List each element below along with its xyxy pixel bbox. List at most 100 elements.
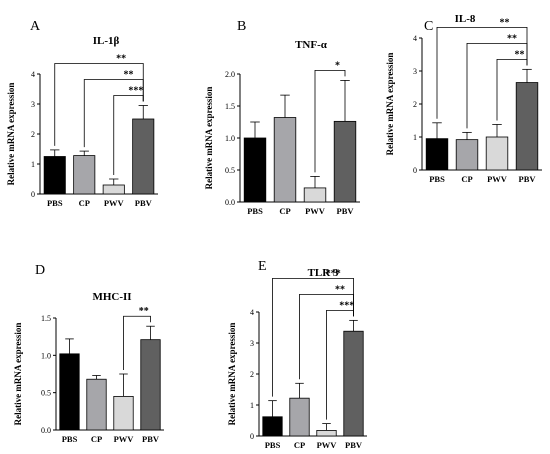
x-tick-label: CP: [461, 174, 472, 184]
significance-label: **: [515, 49, 525, 60]
panel-letter: D: [35, 263, 45, 278]
x-tick-label: PWV: [104, 198, 125, 208]
significance-label: **: [507, 33, 517, 44]
significance-label: ***: [326, 268, 341, 279]
x-tick-label: PBV: [135, 198, 153, 208]
bar-pwv: [303, 187, 327, 203]
y-tick-label: 0.0: [41, 426, 51, 435]
chart-title: TNF-α: [295, 39, 328, 51]
y-tick-label: 2.0: [225, 70, 235, 79]
y-tick-label: 1.0: [225, 134, 235, 143]
bar-pwv: [113, 395, 134, 431]
y-tick-label: 4: [250, 308, 254, 317]
chart-title: TLR 3: [308, 267, 339, 279]
x-tick-label: PBS: [429, 174, 445, 184]
y-axis-label: Relative mRNA expression: [227, 323, 237, 426]
panel-e: E TLR 3 Relative mRNA expression 0 1 2 3 4 PBS CP…: [227, 259, 367, 450]
x-tick-label: PWV: [114, 434, 135, 444]
x-tick-label: PBS: [47, 198, 63, 208]
bar-pbs: [43, 156, 66, 195]
y-tick-label: 1.0: [41, 351, 51, 360]
y-tick-label: 3: [250, 339, 254, 348]
panel-d: D MHC-II Relative mRNA expression 0.0 0.5 1.0…: [13, 263, 164, 444]
bar-pbs: [425, 138, 449, 171]
bar-pwv: [102, 184, 125, 195]
y-tick-label: 4: [31, 70, 35, 79]
x-tick-label: CP: [279, 206, 290, 216]
significance-bracket: [436, 26, 528, 119]
y-tick-label: 2: [31, 130, 35, 139]
panel-letter: A: [30, 19, 41, 34]
y-tick-label: 3: [413, 67, 417, 76]
x-tick-label: PBS: [265, 440, 281, 450]
x-tick-label: CP: [294, 440, 305, 450]
x-tick-label: PWV: [317, 440, 338, 450]
panel-c: C IL-8 Relative mRNA expression 0 1 2 3 4 PBS CP P…: [385, 13, 542, 184]
x-tick-label: PBS: [247, 206, 263, 216]
bar-pbs: [243, 137, 267, 203]
chart-title: IL-8: [455, 13, 476, 25]
x-tick-label: PBV: [519, 174, 537, 184]
bar-pbs: [59, 353, 80, 431]
y-tick-label: 0.5: [41, 389, 51, 398]
y-tick-label: 2: [250, 370, 254, 379]
bar-cp: [455, 139, 479, 171]
bar-pbv: [140, 339, 161, 431]
significance-bracket: [272, 277, 354, 397]
bar-pbv: [515, 82, 539, 171]
bar-cp: [73, 155, 96, 195]
significance-label: **: [116, 54, 126, 65]
significance-label: **: [124, 70, 134, 81]
y-axis-label: Relative mRNA expression: [204, 87, 214, 190]
panel-letter: B: [237, 19, 246, 34]
bar-pbv: [343, 330, 364, 437]
y-tick-label: 1: [250, 401, 254, 410]
significance-bracket: [314, 70, 346, 173]
bar-pbs: [262, 416, 283, 437]
y-tick-label: 0.0: [225, 198, 235, 207]
x-tick-label: PBV: [345, 440, 363, 450]
y-tick-label: 2: [413, 100, 417, 109]
y-tick-label: 0: [250, 432, 254, 441]
significance-bracket: [123, 315, 151, 370]
bar-pbv: [132, 118, 155, 195]
bar-pwv: [485, 136, 509, 171]
significance-label: **: [139, 306, 149, 317]
significance-label: **: [500, 17, 510, 28]
y-tick-label: 1.5: [41, 314, 51, 323]
x-tick-label: CP: [91, 434, 102, 444]
chart-title: MHC-II: [92, 291, 131, 303]
y-tick-label: 1: [413, 133, 417, 142]
y-tick-label: 0: [413, 166, 417, 175]
y-tick-label: 0: [31, 190, 35, 199]
chart-title: IL-1β: [93, 35, 120, 47]
significance-label: ***: [128, 86, 143, 97]
x-tick-label: CP: [79, 198, 90, 208]
x-tick-label: PWV: [487, 174, 508, 184]
bar-pwv: [316, 430, 337, 437]
y-tick-label: 3: [31, 100, 35, 109]
bar-cp: [86, 378, 107, 431]
y-tick-label: 0.5: [225, 166, 235, 175]
y-axis-label: Relative mRNA expression: [385, 53, 395, 156]
x-tick-label: PBV: [337, 206, 355, 216]
panel-letter: E: [258, 259, 267, 274]
y-axis-label: Relative mRNA expression: [6, 83, 16, 186]
bar-cp: [289, 397, 310, 437]
significance-label: ***: [339, 300, 354, 311]
x-tick-label: PBS: [62, 434, 78, 444]
x-tick-label: PWV: [305, 206, 326, 216]
y-axis-label: Relative mRNA expression: [13, 323, 23, 426]
panel-letter: C: [424, 19, 433, 34]
y-tick-label: 1.5: [225, 102, 235, 111]
panel-a: A IL-1β Relative mRNA expression 0 1 2 3 4 PBS CP…: [6, 19, 158, 208]
bar-pbv: [333, 120, 357, 203]
x-tick-label: PBV: [142, 434, 160, 444]
y-tick-label: 4: [413, 34, 417, 43]
bar-cp: [273, 117, 297, 203]
significance-label: *: [335, 60, 340, 71]
y-tick-label: 1: [31, 160, 35, 169]
significance-bracket: [54, 63, 144, 146]
panel-b: B TNF-α Relative mRNA expression 0.0 0.5 1.0 1…: [204, 19, 360, 216]
